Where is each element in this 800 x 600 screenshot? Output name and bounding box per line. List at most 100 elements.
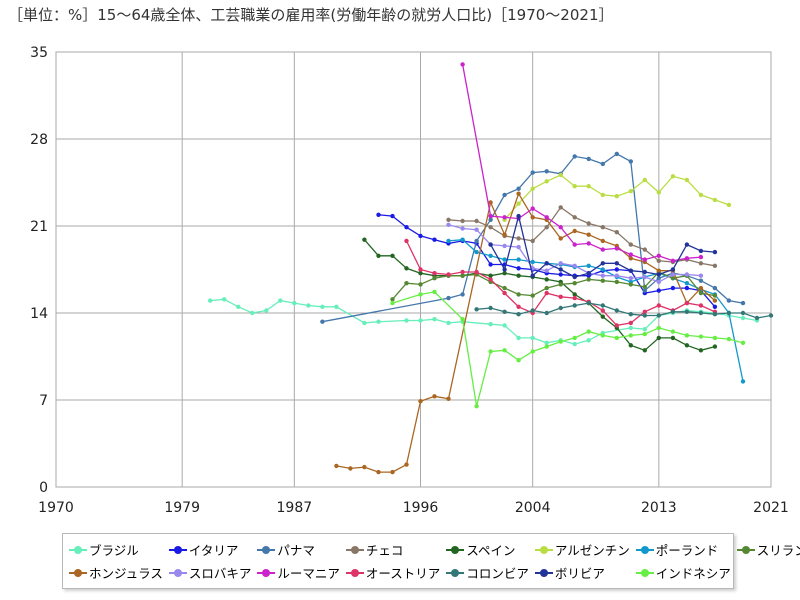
data-point-0 (292, 300, 297, 306)
data-point-8 (656, 268, 661, 273)
data-point-5 (516, 201, 521, 206)
data-point-3 (460, 218, 465, 224)
data-point-4 (376, 253, 381, 258)
data-point-3 (712, 263, 718, 268)
data-point-9 (698, 273, 704, 278)
data-point-5 (684, 177, 690, 183)
y-tick-label: 14 (30, 306, 48, 322)
data-point-0 (264, 308, 269, 313)
data-point-12 (516, 312, 521, 317)
data-point-9 (516, 244, 521, 250)
data-point-7 (642, 284, 647, 290)
data-point-2 (460, 292, 465, 297)
data-point-12 (712, 312, 718, 317)
data-point-5 (642, 177, 647, 183)
data-point-11 (432, 271, 437, 276)
data-point-11 (614, 323, 619, 328)
data-point-2 (516, 186, 521, 191)
data-point-11 (418, 267, 423, 272)
data-point-13 (516, 213, 521, 219)
data-point-4 (516, 273, 521, 278)
data-point-1 (418, 233, 423, 239)
data-point-3 (516, 236, 521, 241)
data-point-2 (614, 151, 619, 157)
data-point-11 (656, 303, 661, 308)
data-point-0 (516, 335, 521, 341)
y-tick-label: 0 (39, 480, 48, 496)
x-tick-label: 2013 (641, 500, 677, 516)
data-point-5 (670, 174, 676, 179)
legend-label: イタリア (188, 543, 239, 558)
legend-label: ホンジュラス (89, 566, 163, 581)
series-line-12 (476, 302, 772, 319)
data-point-9 (642, 274, 647, 280)
legend-item-7: スリランカ (736, 540, 800, 559)
legend-marker (446, 545, 465, 555)
data-point-0 (236, 304, 241, 309)
data-point-5 (614, 194, 619, 199)
legend-item-1: イタリア (168, 540, 252, 559)
data-point-13 (544, 261, 549, 266)
data-point-3 (544, 225, 549, 230)
data-point-4 (628, 343, 633, 348)
data-point-6 (488, 253, 493, 258)
data-point-14 (390, 300, 395, 306)
data-point-4 (684, 343, 690, 348)
data-point-3 (572, 215, 577, 220)
data-point-8 (502, 232, 507, 237)
data-point-2 (740, 300, 746, 306)
data-point-2 (628, 159, 633, 164)
plot-area (55, 51, 772, 488)
data-point-11 (684, 300, 690, 306)
data-point-12 (628, 312, 633, 317)
data-point-7 (698, 290, 704, 296)
data-point-2 (488, 217, 493, 222)
data-point-9 (670, 272, 676, 277)
data-point-11 (474, 269, 479, 275)
legend-item-4: スペイン (446, 540, 529, 559)
data-point-0 (250, 310, 255, 316)
data-point-10 (670, 258, 676, 263)
legend-label: スリランカ (756, 543, 800, 558)
data-point-1 (712, 304, 718, 309)
data-point-0 (404, 318, 409, 323)
data-point-1 (670, 285, 676, 291)
data-point-12 (474, 307, 479, 312)
data-point-13 (600, 261, 605, 266)
data-point-8 (446, 396, 451, 401)
data-point-14 (432, 289, 437, 295)
data-point-10 (544, 215, 549, 220)
legend-label: スロバキア (188, 566, 252, 581)
legend-marker (168, 545, 187, 555)
data-point-8 (362, 464, 367, 470)
data-point-5 (558, 172, 563, 178)
x-tick-label: 1970 (38, 500, 74, 516)
legend-marker (635, 568, 654, 578)
data-point-11 (642, 309, 647, 314)
data-point-1 (376, 212, 381, 217)
legend-label: ブラジル (89, 543, 139, 558)
data-point-1 (390, 213, 395, 219)
line-chart: 1970 1979 1987 1996 2004 2013 2021 0 7 14 21 28 35 (30, 45, 789, 516)
data-point-5 (628, 189, 633, 194)
legend-marker (257, 568, 276, 578)
legend-label: ボリビア (554, 566, 605, 581)
data-point-11 (628, 320, 633, 326)
data-point-7 (432, 276, 437, 281)
x-tick-label: 1987 (277, 500, 313, 516)
data-point-9 (544, 268, 549, 273)
data-point-8 (432, 394, 437, 399)
data-point-14 (488, 349, 493, 354)
data-point-14 (684, 333, 690, 338)
data-point-13 (670, 267, 676, 272)
data-point-4 (488, 273, 493, 278)
data-point-7 (670, 276, 676, 281)
data-point-13 (530, 273, 535, 278)
data-point-2 (586, 156, 591, 162)
data-point-13 (488, 242, 493, 247)
legend-label: チェコ (365, 543, 404, 558)
data-point-14 (712, 335, 718, 341)
legend-marker (345, 545, 364, 555)
data-point-7 (404, 281, 409, 286)
data-point-6 (502, 257, 507, 262)
